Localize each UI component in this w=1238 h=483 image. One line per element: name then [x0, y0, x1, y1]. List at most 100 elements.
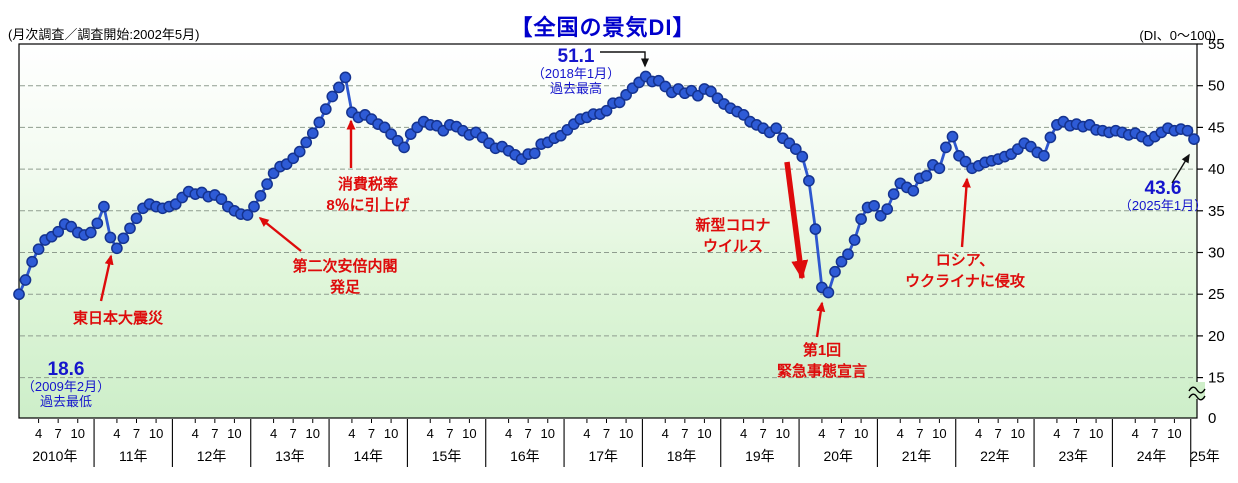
y-axis-tick-label: 35 [1208, 203, 1225, 220]
event-arrow [784, 161, 809, 280]
di-data-point [803, 174, 815, 187]
x-axis-quarter-label: 4 [348, 426, 355, 441]
event-arrow [960, 177, 971, 248]
di-series [13, 70, 1200, 301]
di-data-point [1188, 133, 1200, 145]
x-axis-year-label: 11年 [119, 448, 148, 464]
x-axis-year-label: 16年 [510, 448, 540, 464]
page-title: 【全国の景気DI】 [510, 15, 696, 40]
x-axis-quarter-label: 10 [1011, 426, 1025, 441]
x-axis-year-label: 21年 [902, 448, 932, 464]
x-axis-year-label: 24年 [1137, 448, 1167, 464]
di-data-point [796, 150, 809, 163]
record-annotation: 43.6（2025年1月） [1119, 153, 1207, 213]
di-data-point [117, 232, 130, 245]
x-axis-quarter-label: 7 [211, 426, 218, 441]
y-axis-tick-label: 50 [1208, 78, 1225, 95]
di-data-point [881, 203, 894, 215]
di-data-point [215, 193, 228, 205]
x-axis-quarter-label: 4 [35, 426, 42, 441]
event-arrow [99, 254, 114, 302]
di-data-point [829, 265, 841, 278]
event-label: 8％に引上げ [326, 197, 410, 214]
x-axis-year-label: 18年 [667, 448, 697, 464]
event-arrow [258, 217, 302, 252]
x-axis-quarter-label: 4 [505, 426, 512, 441]
event-label: 緊急事態宣言 [777, 362, 867, 380]
x-axis-quarter-label: 10 [541, 426, 555, 441]
di-data-point [293, 145, 306, 158]
di-data-point [306, 127, 319, 140]
x-axis-quarter-label: 10 [619, 426, 633, 441]
di-data-point [300, 136, 313, 149]
di-data-point [600, 104, 613, 117]
di-data-point [835, 255, 848, 268]
event-annotation: ロシア、ウクライナに侵攻 [905, 177, 1026, 290]
x-axis-quarter-label: 10 [697, 426, 711, 441]
di-data-point [613, 96, 626, 109]
y-axis-tick-label: 55 [1208, 36, 1225, 53]
record-label: 過去最低 [40, 394, 92, 409]
x-axis-year-label: 17年 [588, 448, 618, 464]
event-label: 新型コロナ [695, 216, 770, 234]
x-axis-quarter-label: 7 [133, 426, 140, 441]
scale-note: (DI、0～100) [1139, 28, 1216, 43]
event-label: ウイルス [703, 238, 763, 255]
event-label: 第二次安倍内閣 [292, 257, 397, 275]
event-annotation: 東日本大震災 [73, 254, 164, 327]
di-data-point [84, 226, 97, 239]
di-data-point [130, 212, 143, 225]
record-connector-arrow [600, 51, 649, 68]
di-data-point [1181, 124, 1194, 137]
record-label: （2025年1月） [1119, 198, 1207, 213]
y-axis-zero-label: 0 [1208, 410, 1216, 427]
di-data-point [124, 222, 136, 235]
x-axis-quarter-label: 10 [71, 426, 85, 441]
record-annotation: 18.6（2009年2月）過去最低 [22, 359, 110, 409]
di-data-point [13, 288, 25, 301]
x-axis-quarter-label: 7 [995, 426, 1002, 441]
x-axis-quarter-label: 4 [662, 426, 669, 441]
x-axis-year-label: 14年 [353, 448, 383, 464]
y-axis: 55 50 45 40 35 30 25 20 15 0 [1188, 36, 1225, 427]
x-axis-year-label: 12年 [197, 448, 227, 464]
di-data-point [26, 255, 38, 268]
record-value: 51.1 [558, 46, 595, 67]
y-axis-tick-label: 40 [1208, 161, 1225, 178]
di-data-point [261, 178, 273, 190]
di-data-point [1038, 149, 1050, 162]
di-data-point [319, 103, 332, 115]
di-data-point [842, 248, 854, 261]
event-label: 第1回 [803, 341, 841, 359]
event-label: 東日本大震災 [73, 309, 164, 327]
di-data-point [933, 162, 946, 175]
grid-lines [20, 85, 1196, 379]
di-data-point [848, 234, 861, 246]
x-axis-quarter-label: 4 [740, 426, 747, 441]
x-axis-year-label: 15年 [432, 448, 462, 464]
di-data-point [104, 231, 117, 244]
x-axis-quarter-label: 7 [760, 426, 767, 441]
di-data-point [940, 141, 952, 154]
event-label: 発足 [329, 278, 361, 296]
x-axis-quarter-label: 10 [932, 426, 946, 441]
di-data-point [398, 141, 410, 154]
record-connector-arrow [1171, 153, 1190, 184]
x-axis-quarter-label: 7 [55, 426, 62, 441]
di-data-point [32, 243, 45, 256]
record-value: 18.6 [48, 359, 85, 380]
di-data-point [789, 143, 802, 155]
x-axis-year-label: 25年 [1190, 448, 1220, 464]
x-axis-quarter-label: 4 [270, 426, 277, 441]
event-annotations: 東日本大震災第二次安倍内閣発足消費税率8％に引上げ新型コロナウイルス第1回緊急事… [73, 119, 1026, 380]
di-data-point [333, 81, 345, 94]
di-data-point [920, 169, 933, 182]
x-axis-quarter-label: 10 [149, 426, 163, 441]
record-label: （2009年2月） [22, 379, 110, 394]
x-axis-quarter-label: 4 [192, 426, 199, 441]
x-axis-quarter-label: 10 [854, 426, 868, 441]
